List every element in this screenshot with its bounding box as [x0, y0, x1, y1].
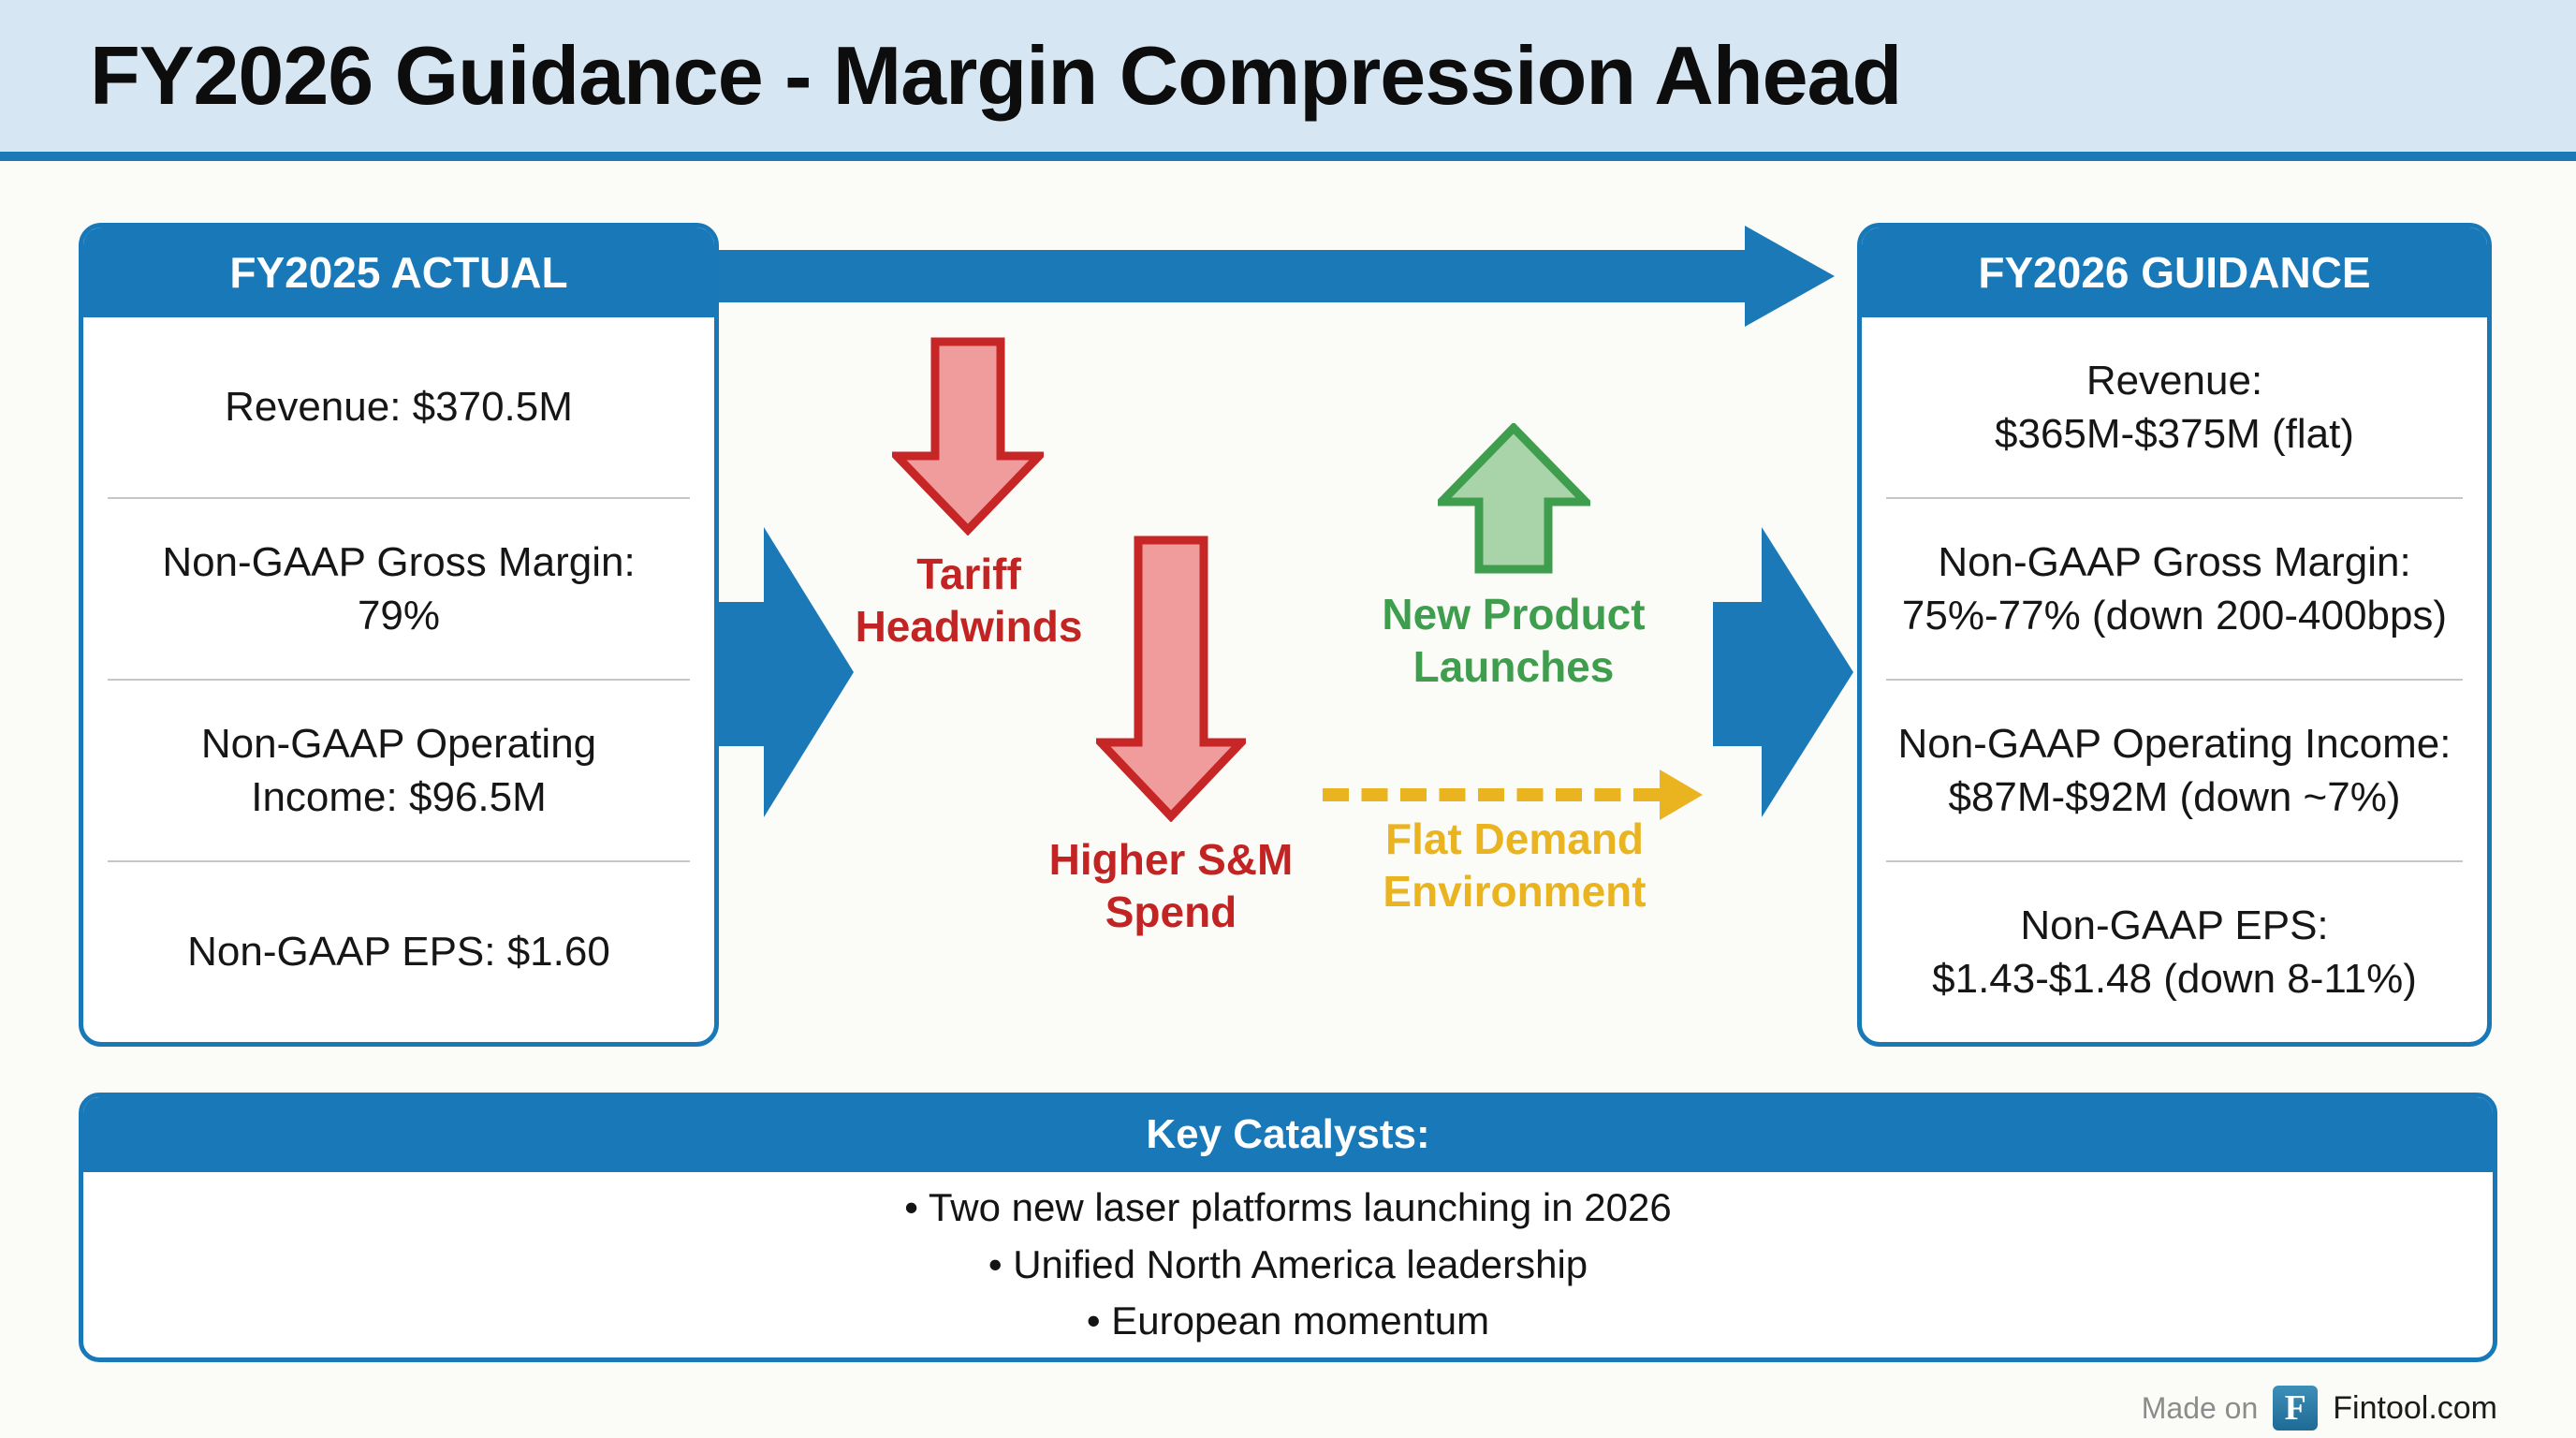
flat-demand-dashed-arrow-icon [1323, 788, 1660, 801]
made-on-label: Made on [2141, 1390, 2259, 1425]
title-band: FY2026 Guidance - Margin Compression Ahe… [0, 0, 2576, 161]
block-arrow-left-shaft [715, 602, 764, 746]
catalyst-item: European momentum [1087, 1293, 1489, 1350]
page-title: FY2026 Guidance - Margin Compression Ahe… [90, 29, 1902, 122]
tariff-down-arrow-icon [892, 337, 1044, 536]
metric-operating-income-fy26: Non-GAAP Operating Income: $87M-$92M (do… [1897, 720, 2452, 820]
block-arrow-right-head-icon [1762, 527, 1853, 817]
fy2025-box-body: Revenue: $370.5M Non-GAAP Gross Margin: … [83, 317, 714, 1042]
fy2026-box-body: Revenue: $365M-$375M (flat) Non-GAAP Gro… [1862, 317, 2487, 1042]
catalyst-item: Unified North America leadership [988, 1237, 1588, 1294]
metric-gross-margin-fy26: Non-GAAP Gross Margin: 75%-77% (down 200… [1901, 538, 2448, 638]
tariff-headwinds-label: Tariff Headwinds [855, 550, 1083, 652]
flat-demand-label: Flat Demand Environment [1383, 814, 1647, 917]
higher-sm-spend-label: Higher S&M Spend [1048, 835, 1294, 937]
metric-revenue-fy25: Revenue: $370.5M [225, 384, 573, 431]
block-arrow-left-head-icon [764, 527, 854, 817]
metric-revenue-fy26: Revenue: $365M-$375M (flat) [1995, 357, 2354, 457]
metric-operating-income-fy25: Non-GAAP Operating Income: $96.5M [200, 720, 597, 820]
metric-eps-fy26: Non-GAAP EPS: $1.43-$1.48 (down 8-11%) [1932, 902, 2417, 1002]
divider [108, 497, 690, 499]
fintool-brand-label: Fintool.com [2333, 1389, 2497, 1426]
sm-spend-down-arrow-icon [1096, 536, 1246, 822]
footer-attribution: Made on F Fintool.com [2142, 1386, 2497, 1431]
flow-arrow-top-shaft [719, 250, 1747, 302]
fintool-logo-icon: F [2273, 1386, 2319, 1431]
flat-demand-arrow-head-icon [1660, 770, 1703, 820]
fy2026-box-header: FY2026 GUIDANCE [1862, 227, 2487, 317]
fy2026-guidance-box: FY2026 GUIDANCE Revenue: $365M-$375M (fl… [1857, 223, 2492, 1047]
fy2025-box-header: FY2025 ACTUAL [83, 227, 714, 317]
divider [1886, 860, 2463, 862]
block-arrow-right-shaft [1713, 602, 1762, 746]
key-catalysts-body: Two new laser platforms launching in 202… [83, 1172, 2493, 1357]
divider [1886, 679, 2463, 681]
new-products-up-arrow-icon [1438, 423, 1590, 574]
key-catalysts-header: Key Catalysts: [83, 1097, 2493, 1172]
metric-gross-margin-fy25: Non-GAAP Gross Margin: 79% [162, 538, 636, 638]
catalyst-item: Two new laser platforms launching in 202… [904, 1180, 1672, 1237]
key-catalysts-box: Key Catalysts: Two new laser platforms l… [79, 1093, 2497, 1362]
divider [108, 860, 690, 862]
metric-eps-fy25: Non-GAAP EPS: $1.60 [187, 929, 610, 976]
fy2025-actual-box: FY2025 ACTUAL Revenue: $370.5M Non-GAAP … [79, 223, 719, 1047]
flow-arrow-top-head-icon [1745, 226, 1835, 327]
divider [108, 679, 690, 681]
divider [1886, 497, 2463, 499]
new-product-launches-label: New Product Launches [1382, 590, 1646, 692]
